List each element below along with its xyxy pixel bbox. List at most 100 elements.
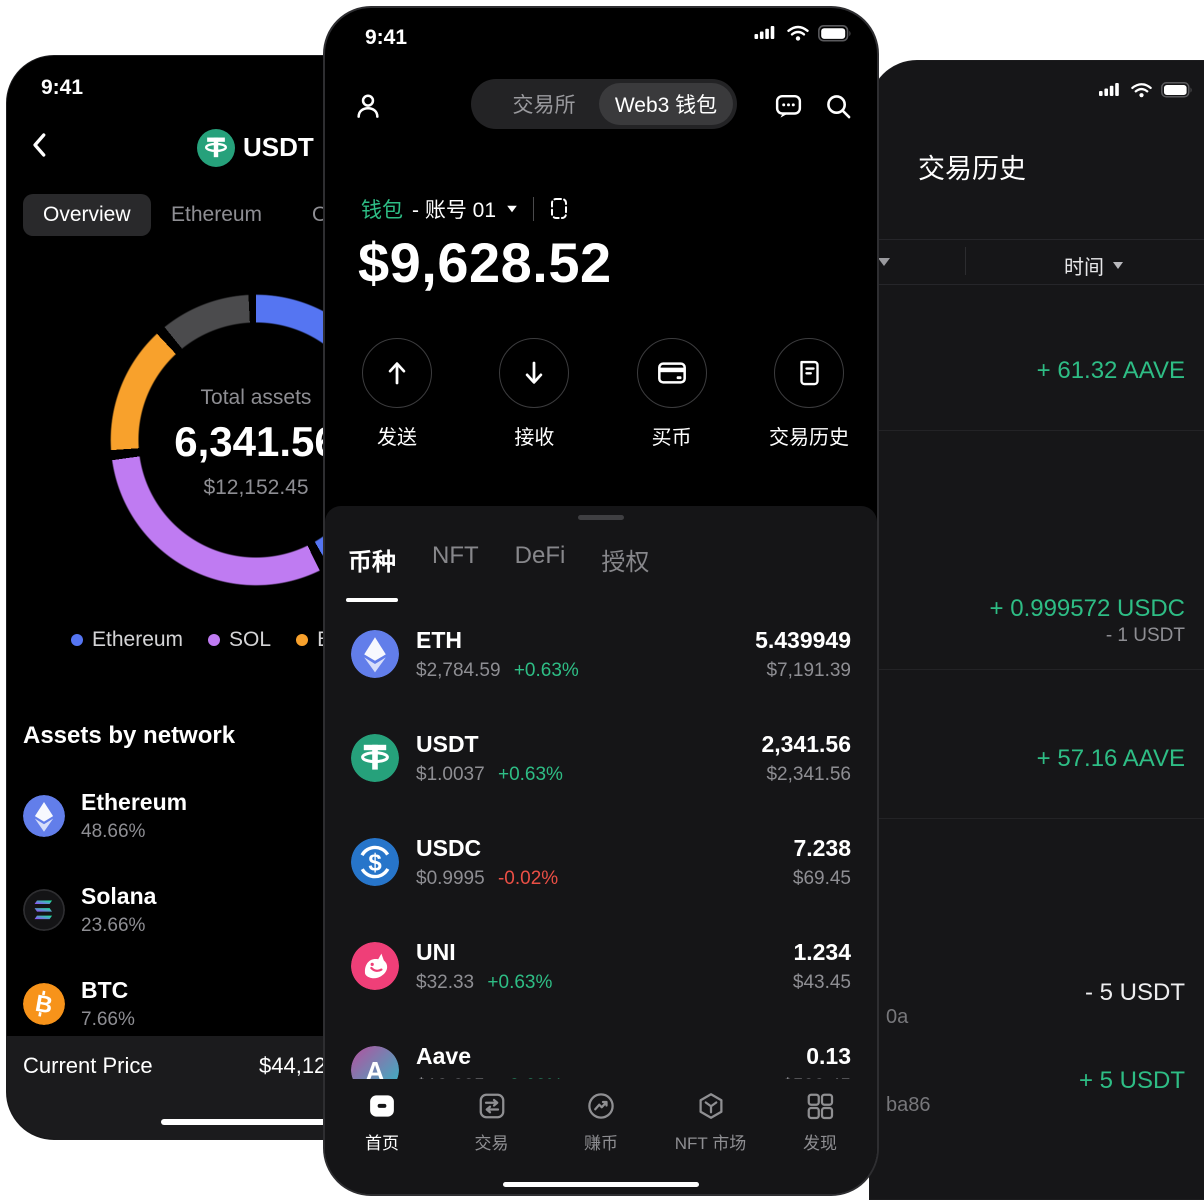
divider: [870, 818, 1204, 819]
token-amount: 0.13: [806, 1042, 851, 1069]
token-fiat-value: $69.45: [792, 867, 851, 889]
chat-icon: [775, 94, 802, 118]
nav-discover[interactable]: 发现: [785, 1091, 855, 1194]
token-symbol: ETH: [416, 626, 462, 653]
history-button[interactable]: 交易历史: [761, 338, 857, 450]
buy-crypto-button[interactable]: 买币: [624, 338, 720, 450]
token-price: $2,784.59: [416, 659, 501, 681]
tab-nft[interactable]: NFT: [432, 542, 479, 569]
token-amount: 1.234: [793, 938, 851, 965]
network-row-btc[interactable]: B BTC 7.66%: [23, 977, 403, 1031]
usdc-token-icon: $: [351, 838, 399, 886]
nav-label: 发现: [803, 1134, 837, 1153]
token-row-usdc[interactable]: $ USDC $0.9995 -0.02% 7.238 $69.45: [325, 810, 877, 914]
profile-button[interactable]: [352, 90, 384, 127]
usdt-token-icon: [351, 734, 399, 782]
nav-label: 赚币: [584, 1134, 618, 1153]
nav-trade[interactable]: 交易: [457, 1091, 527, 1194]
transaction-amount[interactable]: + 61.32 AAVE: [1036, 357, 1185, 384]
search-icon: [827, 95, 851, 119]
network-name: BTC: [81, 977, 129, 1003]
tx-hash-fragment: 0a: [886, 1006, 909, 1028]
token-fiat-value: $2,341.56: [766, 763, 851, 785]
token-row-eth[interactable]: ETH $2,784.59 +0.63% 5.439949 $7,191.39: [325, 602, 877, 706]
btc-network-icon: B: [23, 983, 65, 1025]
nav-home[interactable]: 首页: [347, 1091, 417, 1194]
token-symbol: UNI: [416, 938, 456, 965]
tab-defi[interactable]: DeFi: [514, 542, 566, 569]
transaction-amount[interactable]: + 57.16 AAVE: [1036, 745, 1185, 772]
wifi-icon: [1131, 83, 1152, 98]
tab-ethereum[interactable]: Ethereum: [171, 203, 263, 226]
receive-button[interactable]: 接收: [486, 338, 582, 450]
send-label: 发送: [377, 427, 417, 449]
token-amount: 2,341.56: [761, 730, 851, 757]
token-row-uni[interactable]: UNI $32.33 +0.63% 1.234 $43.45: [325, 914, 877, 1018]
time-filter-label: 时间: [1064, 257, 1104, 279]
network-row-solana[interactable]: Solana 23.66%: [23, 883, 403, 937]
tab-coins[interactable]: 币种: [348, 549, 396, 576]
history-label: 交易历史: [768, 427, 849, 449]
tab-overview[interactable]: Overview: [23, 194, 151, 236]
segment-exchange[interactable]: 交易所: [512, 94, 576, 117]
svg-text:$: $: [368, 850, 382, 877]
tab-approvals[interactable]: 授权: [601, 549, 650, 576]
receive-arrow-icon: [526, 361, 543, 384]
legend-dot-sol: [208, 634, 221, 646]
transaction-sub-amount: - 1 USDT: [1105, 625, 1185, 646]
bottom-nav: 首页 交易 赚币: [325, 1079, 877, 1194]
filter-dropdown-arrow-fragment[interactable]: [878, 258, 890, 266]
usdt-token-icon: [197, 129, 235, 172]
nft-hexagon-icon: [699, 1093, 722, 1119]
home-indicator[interactable]: [161, 1119, 337, 1125]
history-document-icon: [800, 360, 819, 386]
network-pct: 7.66%: [81, 1009, 135, 1030]
current-price-label: Current Price: [23, 1053, 153, 1078]
segment-web3-wallet[interactable]: Web3 钱包: [599, 83, 733, 125]
network-name: Solana: [81, 883, 157, 909]
token-fiat-value: $7,191.39: [766, 659, 851, 681]
right-phone: 交易历史 时间 + 61.32 AAVE + 0.999572 USDC - 1…: [869, 60, 1204, 1200]
home-indicator[interactable]: [503, 1182, 699, 1187]
network-row-ethereum[interactable]: Ethereum 48.66%: [23, 789, 403, 843]
network-pct: 23.66%: [81, 915, 146, 936]
transaction-amount[interactable]: - 5 USDT: [1084, 979, 1185, 1006]
uni-token-icon: [351, 942, 399, 990]
chat-button[interactable]: [773, 91, 804, 127]
back-button[interactable]: [25, 130, 55, 165]
token-symbol: USDT: [416, 730, 479, 757]
segmented-control[interactable]: 交易所 Web3 钱包: [471, 79, 737, 129]
token-list: ETH $2,784.59 +0.63% 5.439949 $7,191.39: [325, 602, 877, 1122]
active-tab-underline: [346, 598, 398, 602]
wifi-icon: [787, 25, 809, 41]
transaction-amount[interactable]: + 0.999572 USDC: [989, 595, 1185, 622]
wallet-account-selector[interactable]: 钱包 - 账号 01: [361, 194, 571, 224]
token-price: $1.0037: [416, 763, 485, 785]
buy-label: 买币: [651, 427, 692, 449]
page-title-transaction-history: 交易历史: [918, 154, 1026, 184]
profile-icon: [357, 94, 379, 118]
donut-legend: Ethereum SOL BTC: [71, 628, 359, 652]
send-button[interactable]: 发送: [349, 338, 445, 450]
back-chevron-icon: [33, 133, 46, 157]
divider: [870, 430, 1204, 431]
nav-nft-market[interactable]: NFT 市场: [674, 1091, 747, 1194]
token-change: +0.63%: [513, 659, 579, 681]
status-icons: [1098, 81, 1193, 99]
section-title-assets-by-network: Assets by network: [23, 722, 236, 749]
nav-earn[interactable]: 赚币: [566, 1091, 636, 1194]
card-icon: [657, 362, 686, 384]
status-time: 9:41: [41, 76, 84, 99]
status-time: 9:41: [365, 26, 408, 49]
sheet-drag-handle[interactable]: [578, 515, 624, 520]
copy-address-icon[interactable]: [549, 196, 571, 222]
divider: [533, 197, 535, 221]
search-button[interactable]: [823, 91, 854, 127]
token-change: -0.02%: [497, 867, 559, 889]
time-filter-dropdown[interactable]: 时间: [1064, 251, 1123, 280]
token-row-usdt[interactable]: USDT $1.0037 +0.63% 2,341.56 $2,341.56: [325, 706, 877, 810]
total-balance: $9,628.52: [358, 231, 612, 294]
legend-dot-ethereum: [71, 634, 83, 646]
nav-label: NFT 市场: [674, 1134, 747, 1153]
transaction-amount[interactable]: + 5 USDT: [1078, 1067, 1185, 1094]
